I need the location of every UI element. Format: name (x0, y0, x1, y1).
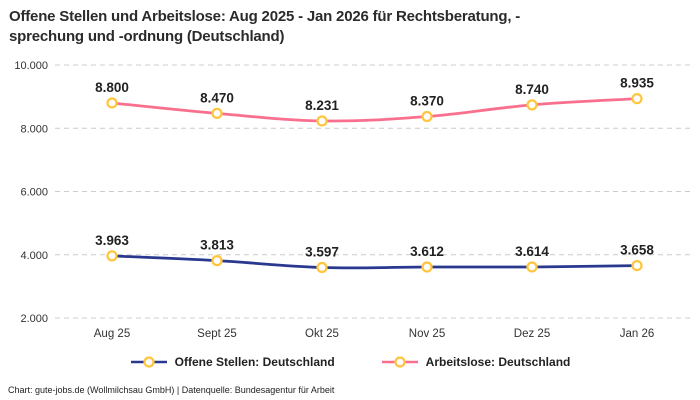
data-point-marker (526, 98, 538, 111)
data-point-marker (106, 249, 118, 262)
data-point-label: 3.597 (305, 244, 339, 259)
data-point-label: 3.612 (410, 244, 444, 259)
x-axis-tick-label: Aug 25 (94, 328, 130, 340)
x-axis-tick-label: Nov 25 (409, 328, 445, 340)
data-point-marker (631, 92, 643, 104)
data-point-label: 8.740 (515, 81, 549, 96)
line-chart-plot: 2.000 4.000 6.000 8.000 10.000 Aug 25 Sept 25 O… (14, 60, 693, 340)
y-axis-tick-label: 6.000 (20, 186, 48, 198)
data-point-label: 8.231 (305, 98, 339, 113)
series-line-arbeitslose-deutschland (110, 96, 639, 123)
data-point-marker (211, 254, 223, 266)
data-point-marker (421, 260, 433, 273)
series-line-offene-stellen-deutschland (110, 254, 639, 269)
chart-title-line2: sprechung und -ordnung (Deutschland) (9, 27, 285, 45)
data-point-marker (421, 110, 433, 122)
x-axis-tick-label: Okt 25 (305, 328, 339, 340)
legend-series-swatch-icon (381, 355, 418, 368)
legend-item-arbeitslose-deutschland[interactable]: Arbeitslose: Deutschland (381, 354, 571, 369)
chart-legend: Offene Stellen: Deutschland Arbeitslose: … (0, 351, 700, 373)
data-point-label: 3.963 (95, 233, 129, 248)
data-point-label: 3.813 (200, 237, 234, 252)
legend-series-swatch-icon (130, 355, 167, 368)
data-point-label: 8.935 (620, 75, 654, 90)
x-axis-tick-label: Dez 25 (514, 328, 550, 340)
y-axis-tick-label: 4.000 (20, 249, 48, 261)
legend-item-offene-stellen-deutschland[interactable]: Offene Stellen: Deutschland (130, 355, 335, 369)
data-point-marker (211, 107, 223, 119)
data-point-label: 8.800 (95, 80, 129, 95)
y-axis-tick-label: 10.000 (14, 60, 48, 72)
y-axis-tick-label: 2.000 (20, 313, 48, 325)
data-point-marker (316, 114, 328, 127)
data-point-label: 8.370 (410, 93, 444, 108)
data-point-label: 8.470 (200, 90, 234, 105)
data-point-marker (316, 261, 328, 273)
data-point-marker (526, 260, 538, 273)
y-axis-tick-label: 8.000 (20, 123, 48, 135)
chart-title: Offene Stellen und Arbeitslose: Aug 2025… (0, 0, 700, 47)
x-axis-tick-label: Jan 26 (620, 328, 655, 340)
x-axis-tick-label: Sept 25 (197, 328, 237, 340)
data-point-label: 3.614 (515, 244, 549, 259)
chart-attribution: Chart: gute-jobs.de (Wollmilchsau GmbH) … (8, 385, 335, 395)
legend-label: Offene Stellen: Deutschland (174, 354, 335, 369)
data-point-label: 3.658 (620, 242, 654, 257)
legend-label: Arbeitslose: Deutschland (425, 354, 571, 369)
chart-title-line1: Offene Stellen und Arbeitslose: Aug 2025… (9, 8, 521, 25)
data-point-marker (631, 259, 643, 271)
data-point-marker (106, 96, 118, 109)
